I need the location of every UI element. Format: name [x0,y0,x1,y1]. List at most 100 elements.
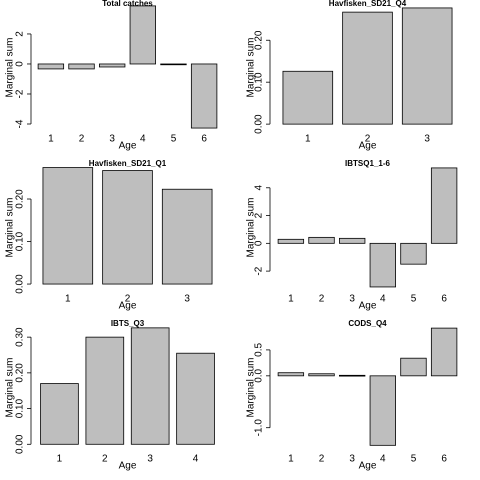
x-tick-label: 3 [147,454,153,465]
bar [369,375,396,446]
bar [400,357,427,377]
bar [339,237,366,244]
bar [161,188,213,285]
y-tick-label: 0.30 [15,327,26,347]
bar [68,63,95,70]
bar [430,167,458,244]
bar [369,242,396,288]
x-tick-label: 3 [109,134,115,145]
y-tick-label: 0.10 [15,398,26,418]
y-tick-label: 0.00 [15,434,26,454]
y-tick-label: 2 [15,31,26,37]
y-tick-label: 0.20 [254,30,265,50]
bar [160,63,187,66]
y-axis-label: Marginal sum [5,37,16,97]
chart-title: IBTSQ1_1-6 [345,159,390,168]
y-tick-label: 0.00 [254,114,265,134]
bar [342,11,393,125]
y-tick-label: 0.10 [15,231,26,251]
x-tick-label: 2 [79,134,85,145]
y-tick-label: -2 [254,266,265,275]
bar [400,242,427,265]
panel: IBTS_Q3 Age Marginal sum 0.00 0.10 0.20 0.30 1 2… [5,319,199,472]
bar [430,327,458,377]
panel: Havfisken_SD21_Q1 Age Marginal sum 0.00 0.10… [5,159,191,312]
x-tick-label: 3 [349,454,355,465]
y-tick-label: 0 [254,240,265,246]
bar [339,374,366,377]
y-axis-label: Marginal sum [5,357,16,417]
x-tick-label: 4 [193,454,199,465]
bar [401,7,453,125]
y-axis-label: Marginal sum [5,197,16,257]
x-axis-label: Age [359,141,377,152]
y-tick-label: 0.0 [254,368,265,382]
bar [130,327,170,445]
bar [308,236,335,244]
x-tick-label: 2 [365,134,371,145]
bar [129,5,156,65]
y-tick-label: -4 [15,119,26,128]
x-tick-label: 2 [319,454,325,465]
y-tick-label: -2 [15,89,26,98]
chart-title: IBTS_Q3 [111,319,145,328]
x-tick-label: 3 [424,134,430,145]
y-tick-label: 0.20 [15,189,26,209]
y-tick-label: 0.5 [254,343,265,357]
bar [277,238,305,244]
x-tick-label: 5 [171,134,177,145]
x-tick-label: 5 [411,454,417,465]
x-tick-label: 1 [305,134,311,145]
y-tick-label: 0 [15,61,26,67]
y-tick-label: 4 [254,185,265,191]
x-tick-label: 1 [288,454,294,465]
y-axis-label: Marginal sum [246,37,257,97]
y-axis-label: Marginal sum [246,357,257,417]
x-tick-label: 4 [380,294,386,305]
bar [40,383,79,445]
x-tick-label: 2 [102,454,108,465]
x-tick-label: 1 [48,134,54,145]
y-tick-label: 0.00 [15,274,26,294]
x-tick-label: 1 [57,454,63,465]
bar [308,373,335,377]
x-axis-label: Age [359,301,377,312]
y-tick-label: 2 [254,212,265,218]
y-tick-label: 0.10 [254,72,265,92]
panel: CODS_Q4 Age Marginal sum -1.0 0.0 0.5 1 2 3 4 5 6 [246,319,448,472]
x-axis-label: Age [119,461,137,472]
x-axis-label: Age [119,301,137,312]
x-tick-label: 4 [140,134,146,145]
chart-title: Total catches [102,0,153,8]
bar [99,63,126,68]
x-tick-label: 1 [65,294,71,305]
x-axis-label: Age [119,141,137,152]
panel: Havfisken_SD21_Q4 Age Marginal sum 0.00 0.10… [246,0,431,152]
bar [282,70,334,125]
x-tick-label: 5 [411,294,417,305]
bar [190,63,218,129]
bar [102,170,153,285]
bar [42,167,94,285]
x-tick-label: 6 [201,134,207,145]
x-tick-label: 2 [319,294,325,305]
x-tick-label: 6 [441,294,447,305]
x-tick-label: 3 [349,294,355,305]
x-tick-label: 4 [380,454,386,465]
chart-title: Havfisken_SD21_Q1 [89,159,167,168]
bar [277,372,305,377]
y-tick-label: -1.0 [254,419,265,437]
x-tick-label: 3 [184,294,190,305]
chart-title: Havfisken_SD21_Q4 [329,0,407,8]
x-tick-label: 2 [125,294,131,305]
y-axis-label: Marginal sum [246,197,257,257]
bar [85,336,125,445]
bar [176,352,215,445]
panel: IBTSQ1_1-6 Age Marginal sum -2 0 2 4 1 2 3 4 5 6 [246,159,448,312]
chart-title: CODS_Q4 [348,319,387,328]
x-tick-label: 6 [441,454,447,465]
x-axis-label: Age [359,461,377,472]
bar [37,63,65,70]
y-tick-label: 0.20 [15,363,26,383]
